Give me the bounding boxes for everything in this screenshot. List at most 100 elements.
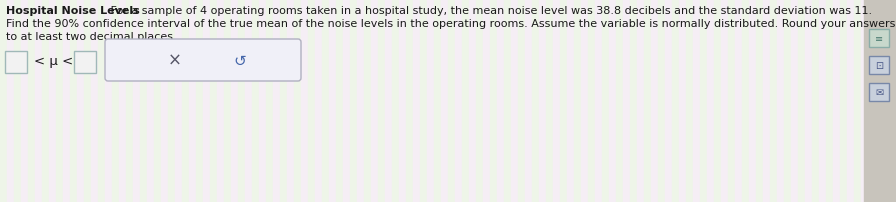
Bar	[609, 0, 616, 202]
Text: ⊡: ⊡	[874, 61, 883, 71]
Text: ✉: ✉	[874, 87, 883, 98]
Bar	[889, 0, 896, 202]
Bar	[91, 0, 98, 202]
Bar	[182, 0, 189, 202]
Text: to at least two decimal places.: to at least two decimal places.	[6, 32, 177, 42]
Bar	[49, 0, 56, 202]
Bar	[518, 0, 525, 202]
Bar	[266, 0, 273, 202]
Bar	[462, 0, 469, 202]
Bar	[700, 0, 707, 202]
Bar	[42, 0, 49, 202]
Bar	[357, 0, 364, 202]
Bar	[602, 0, 609, 202]
Bar	[217, 0, 224, 202]
Bar	[98, 0, 105, 202]
Bar	[364, 0, 371, 202]
Bar	[196, 0, 203, 202]
Bar	[574, 0, 581, 202]
Bar	[280, 0, 287, 202]
Bar	[126, 0, 133, 202]
Bar	[630, 0, 637, 202]
Bar	[679, 0, 686, 202]
Bar	[476, 0, 483, 202]
Bar	[448, 0, 455, 202]
Bar	[371, 0, 378, 202]
Bar	[315, 0, 322, 202]
Bar	[14, 0, 21, 202]
Bar	[497, 0, 504, 202]
Bar	[112, 0, 119, 202]
Bar	[728, 0, 735, 202]
Bar	[343, 0, 350, 202]
Bar	[749, 0, 756, 202]
Bar	[70, 0, 77, 202]
Bar	[154, 0, 161, 202]
Text: < μ <: < μ <	[34, 55, 73, 68]
FancyBboxPatch shape	[869, 84, 889, 101]
Bar	[238, 0, 245, 202]
FancyBboxPatch shape	[74, 52, 96, 74]
Bar	[63, 0, 70, 202]
Bar	[532, 0, 539, 202]
Bar	[161, 0, 168, 202]
Bar	[252, 0, 259, 202]
Bar	[308, 0, 315, 202]
Bar	[833, 0, 840, 202]
Bar	[175, 0, 182, 202]
Bar	[840, 0, 847, 202]
Bar	[301, 0, 308, 202]
Bar	[336, 0, 343, 202]
Bar	[441, 0, 448, 202]
Bar	[707, 0, 714, 202]
Bar	[763, 0, 770, 202]
Bar	[245, 0, 252, 202]
Bar	[868, 0, 875, 202]
FancyBboxPatch shape	[5, 52, 27, 74]
Bar	[595, 0, 602, 202]
Bar	[21, 0, 28, 202]
Bar	[490, 0, 497, 202]
Bar	[35, 0, 42, 202]
Bar	[581, 0, 588, 202]
Text: ↺: ↺	[234, 53, 246, 68]
Bar	[777, 0, 784, 202]
Bar	[826, 0, 833, 202]
Bar	[784, 0, 791, 202]
Bar	[798, 0, 805, 202]
Bar	[686, 0, 693, 202]
Bar	[0, 0, 7, 202]
Bar	[420, 0, 427, 202]
Bar	[672, 0, 679, 202]
Text: ×: ×	[168, 52, 182, 70]
Bar	[483, 0, 490, 202]
Bar	[665, 0, 672, 202]
Bar	[133, 0, 140, 202]
Bar	[147, 0, 154, 202]
Bar	[392, 0, 399, 202]
Bar	[322, 0, 329, 202]
Text: Find the 90% confidence interval of the true mean of the noise levels in the ope: Find the 90% confidence interval of the …	[6, 19, 895, 29]
Bar	[28, 0, 35, 202]
Bar	[350, 0, 357, 202]
Bar	[861, 0, 868, 202]
Bar	[819, 0, 826, 202]
Text: ≡: ≡	[874, 34, 883, 44]
Bar	[756, 0, 763, 202]
FancyBboxPatch shape	[105, 40, 301, 82]
Bar	[168, 0, 175, 202]
Bar	[105, 0, 112, 202]
Bar	[378, 0, 385, 202]
Bar	[231, 0, 238, 202]
Bar	[882, 0, 889, 202]
FancyBboxPatch shape	[869, 30, 889, 48]
Bar	[7, 0, 14, 202]
Bar	[623, 0, 630, 202]
Bar	[637, 0, 644, 202]
Bar	[504, 0, 511, 202]
Bar	[651, 0, 658, 202]
Bar	[721, 0, 728, 202]
Bar	[791, 0, 798, 202]
Bar	[588, 0, 595, 202]
Bar	[385, 0, 392, 202]
